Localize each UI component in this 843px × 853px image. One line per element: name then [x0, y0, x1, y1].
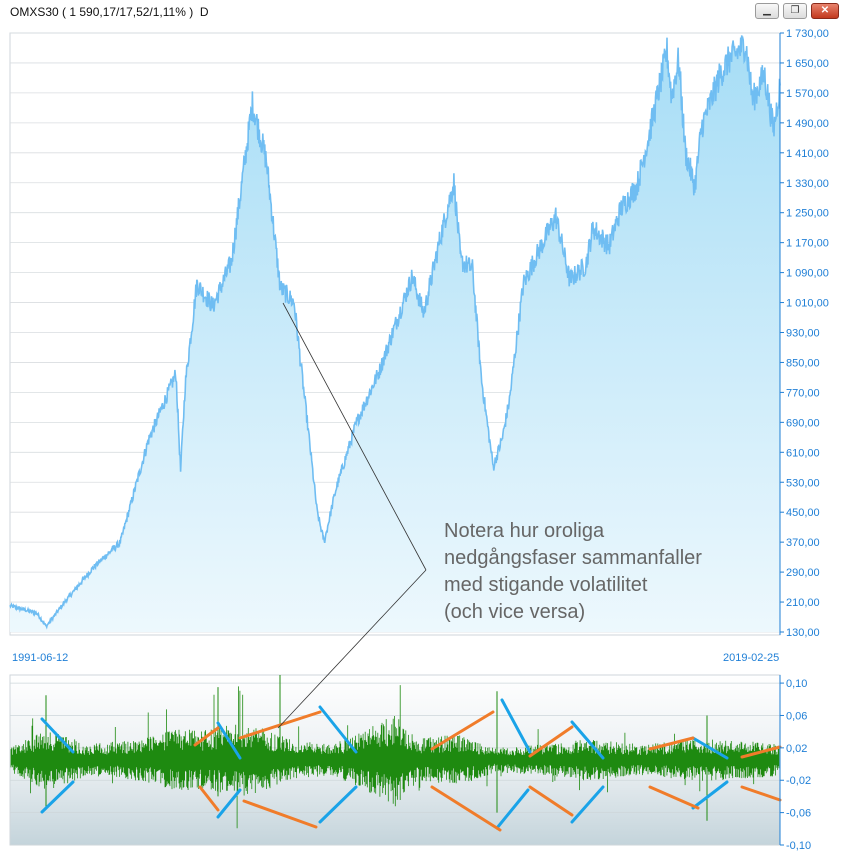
annotation-line-2: nedgångsfaser sammanfaller [444, 547, 702, 569]
price-area [10, 35, 780, 632]
vol-tick-label: -0,06 [786, 808, 811, 820]
end-date-label: 2019-02-25 [723, 652, 780, 664]
annotation-callout [277, 302, 427, 729]
volatility-trend-mark-blue [495, 788, 530, 830]
price-tick-label: 1 250,00 [786, 208, 829, 220]
price-tick-label: 850,00 [786, 357, 820, 369]
volatility-trend-mark-orange [528, 785, 574, 817]
annotation-line-3: med stigande volatilitet [444, 574, 648, 596]
volatility-trend-mark-blue [500, 698, 532, 754]
volatility-trend-mark-blue [40, 780, 75, 814]
volatility-trend-mark-blue [318, 785, 358, 824]
vol-tick-label: 0,06 [786, 710, 807, 722]
volatility-trend-mark-orange [648, 736, 695, 751]
volatility-trend-mark-blue [570, 785, 605, 824]
volatility-trend-mark-blue [691, 780, 729, 810]
price-tick-label: 1 170,00 [786, 238, 829, 250]
volatility-trend-mark-blue [216, 788, 242, 819]
price-tick-label: 770,00 [786, 387, 820, 399]
volatility-trend-mark-orange [238, 710, 322, 740]
vol-tick-label: -0,10 [786, 840, 811, 852]
price-tick-label: 1 490,00 [786, 118, 829, 130]
restore-icon[interactable]: ❐ [783, 3, 807, 19]
volatility-trend-mark-orange [740, 785, 782, 802]
vol-tick-label: -0,02 [786, 775, 811, 787]
price-tick-label: 370,00 [786, 537, 820, 549]
volatility-trend-mark-orange [193, 726, 220, 747]
volatility-trend-mark-orange [198, 785, 220, 812]
price-tick-label: 130,00 [786, 627, 820, 639]
close-icon[interactable]: ✕ [811, 3, 839, 19]
price-tick-label: 1 010,00 [786, 298, 829, 310]
volatility-trend-mark-blue [691, 736, 729, 760]
price-tick-label: 1 730,00 [786, 28, 829, 40]
volatility-trend-mark-orange [242, 799, 318, 829]
price-tick-label: 930,00 [786, 328, 820, 340]
price-tick-label: 690,00 [786, 417, 820, 429]
price-tick-label: 1 650,00 [786, 58, 829, 70]
window-titlebar: OMXS30 ( 1 590,17/17,52/1,11% ) D ▁ ❐ ✕ [0, 0, 843, 22]
volatility-trend-mark-orange [430, 785, 502, 832]
volatility-trend-mark-orange [430, 710, 495, 751]
vol-tick-label: 0,02 [786, 743, 807, 755]
price-tick-label: 450,00 [786, 507, 820, 519]
volatility-trend-mark-orange [648, 785, 700, 810]
price-tick-label: 1 330,00 [786, 178, 829, 190]
price-tick-label: 1 570,00 [786, 88, 829, 100]
volatility-trend-mark-blue [318, 705, 358, 754]
volatility-trend-mark-orange [528, 725, 574, 758]
minimize-icon[interactable]: ▁ [755, 3, 779, 19]
price-tick-label: 610,00 [786, 447, 820, 459]
price-tick-label: 1 410,00 [786, 148, 829, 160]
annotation-line-4: (och vice versa) [444, 601, 585, 623]
volatility-bars [10, 685, 780, 829]
price-tick-label: 290,00 [786, 567, 820, 579]
start-date-label: 1991-06-12 [12, 652, 69, 664]
price-tick-label: 1 090,00 [786, 268, 829, 280]
price-tick-label: 210,00 [786, 597, 820, 609]
annotation-line-1: Notera hur oroliga [444, 520, 605, 542]
price-line [9, 35, 781, 630]
volatility-trend-mark-blue [570, 720, 605, 760]
volatility-trend-mark-blue [40, 717, 75, 754]
volatility-trend-mark-orange [740, 745, 782, 759]
price-tick-label: 530,00 [786, 477, 820, 489]
window-title: OMXS30 ( 1 590,17/17,52/1,11% ) D [10, 5, 209, 19]
volatility-trend-mark-blue [216, 721, 242, 760]
vol-tick-label: 0,10 [786, 678, 807, 690]
